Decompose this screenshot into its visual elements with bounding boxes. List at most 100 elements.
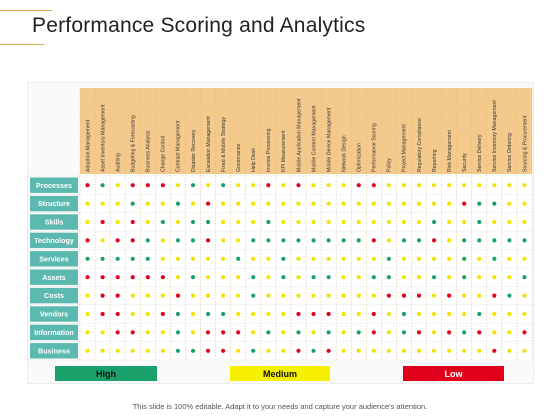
score-dot (326, 330, 331, 335)
row-label-box (30, 269, 78, 285)
score-dot (447, 183, 452, 188)
score-dot (341, 293, 346, 298)
score-dot (160, 219, 165, 225)
score-dot (477, 183, 482, 188)
score-dot (416, 256, 422, 261)
score-dot (522, 219, 527, 225)
score-dot (492, 293, 497, 298)
score-dot (281, 330, 286, 335)
column-header-label: Contract Management (176, 120, 182, 172)
score-dot (281, 348, 286, 353)
score-dot (341, 275, 346, 280)
score-dot (492, 201, 497, 206)
score-dot (85, 201, 90, 206)
score-dot (251, 201, 256, 206)
column-header-label: Asset Inventory Management (100, 104, 106, 172)
score-dot (326, 219, 331, 225)
score-dot (115, 330, 120, 335)
score-dot (205, 238, 211, 243)
score-dot (462, 275, 467, 280)
score-dot (311, 183, 316, 188)
column-header-label: Policy (387, 158, 393, 172)
score-dot (175, 275, 181, 280)
column-header-label: Project Management (402, 124, 408, 172)
score-dot (145, 201, 150, 206)
score-dot (492, 348, 497, 353)
column-header-label: Help Desk (251, 148, 257, 172)
score-dot (431, 348, 437, 353)
score-dot (145, 330, 150, 335)
score-dot (205, 311, 211, 317)
score-dot (326, 311, 331, 317)
score-dot (401, 348, 407, 353)
score-dot (296, 311, 301, 317)
score-dot (522, 275, 527, 280)
score-dot (175, 348, 181, 353)
column-header-label: Governance (236, 144, 242, 172)
row-label-box (30, 195, 78, 212)
score-dot (236, 238, 241, 243)
score-dot (100, 183, 105, 188)
score-dot (326, 238, 331, 243)
score-dot (371, 311, 376, 317)
score-dot (85, 183, 90, 188)
score-dot (492, 183, 497, 188)
score-dot (130, 238, 135, 243)
score-dot (190, 201, 196, 206)
row-label: Assets (42, 273, 66, 282)
score-dot (462, 348, 467, 353)
score-dot (371, 219, 376, 225)
row-label: Technology (34, 236, 74, 245)
row-label-box (30, 343, 78, 359)
score-dot (356, 293, 361, 298)
score-dot (492, 219, 497, 225)
score-dot (205, 256, 211, 261)
score-dot (431, 201, 437, 206)
score-dot (462, 201, 467, 206)
score-dot (236, 311, 241, 317)
score-dot (477, 293, 482, 298)
score-dot (251, 256, 256, 261)
score-dot (85, 238, 90, 243)
score-dot (236, 348, 241, 353)
score-dot (236, 183, 241, 188)
score-dot (190, 330, 196, 335)
score-dot (447, 311, 452, 317)
score-dot (507, 311, 512, 317)
footer-note: This slide is 100% editable. Adapt it to… (132, 402, 428, 411)
score-dot (85, 219, 90, 225)
score-dot (130, 311, 135, 317)
score-dot (205, 348, 211, 353)
score-dot (160, 330, 165, 335)
column-header-label: Business Analysis (146, 130, 152, 172)
score-dot (281, 311, 286, 317)
score-dot (296, 330, 301, 335)
score-dot (462, 219, 467, 225)
column-header-label: Change Control (161, 136, 167, 172)
score-dot (221, 219, 226, 225)
score-dot (326, 275, 331, 280)
score-dot (507, 183, 512, 188)
score-dot (356, 201, 361, 206)
score-dot (341, 201, 346, 206)
score-dot (281, 183, 286, 188)
score-dot (145, 183, 150, 188)
score-dot (447, 256, 452, 261)
score-dot (311, 293, 316, 298)
score-dot (221, 275, 226, 280)
score-dot (296, 201, 301, 206)
score-dot (447, 201, 452, 206)
score-dot (462, 330, 467, 335)
row-label-box (30, 177, 78, 193)
legend-medium: Medium (230, 366, 330, 381)
score-dot (221, 293, 226, 298)
score-dot (356, 275, 361, 280)
column-header-label: Service Delivery (477, 134, 483, 172)
score-dot (477, 330, 482, 335)
score-dot (326, 348, 331, 353)
score-dot (175, 201, 181, 206)
score-dot (205, 183, 211, 188)
score-dot (371, 238, 376, 243)
score-dot (281, 238, 286, 243)
